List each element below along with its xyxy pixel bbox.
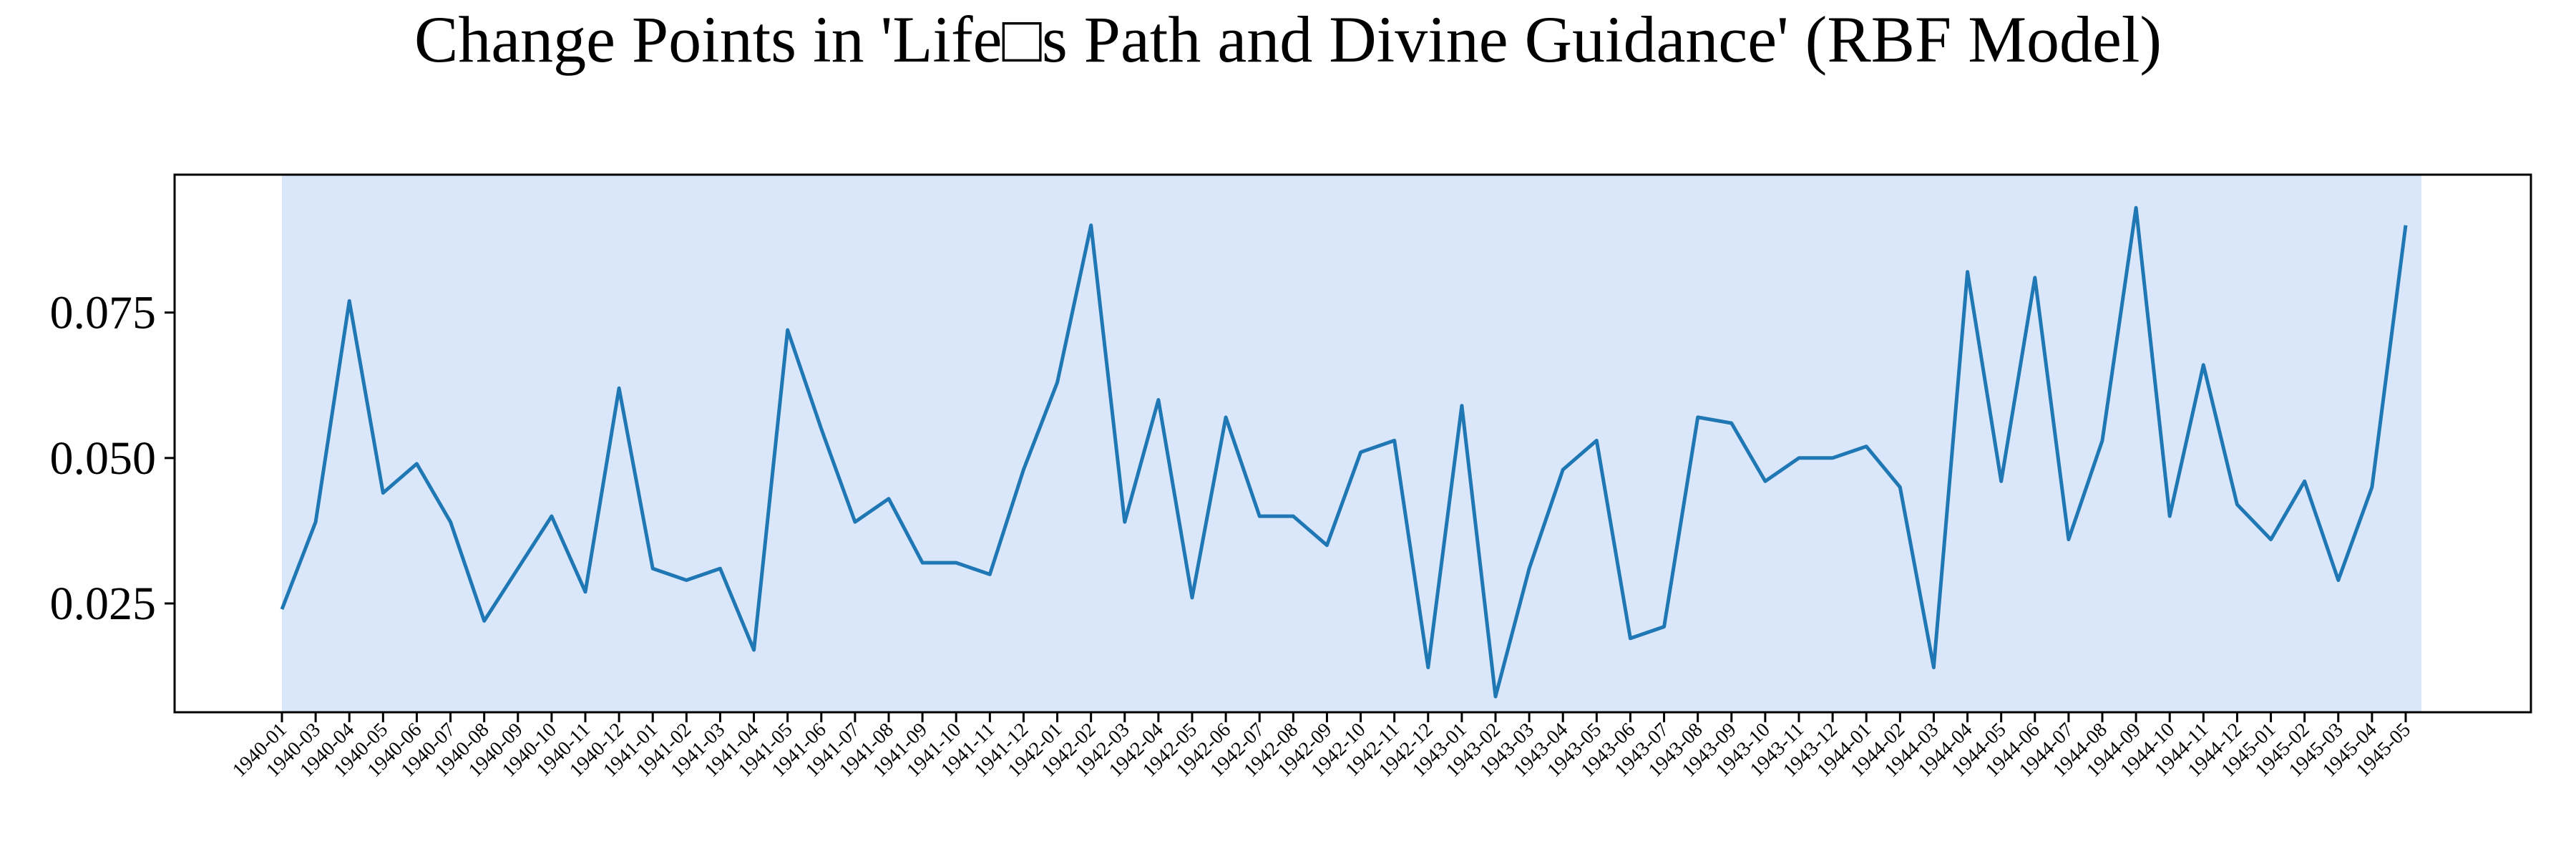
y-tick-label: 0.075 [50, 287, 157, 339]
x-axis: 1940-011940-031940-041940-051940-061940-… [228, 712, 2415, 782]
y-axis: 0.025 0.050 0.075 [50, 287, 175, 630]
series-line [280, 205, 2408, 699]
y-tick-label: 0.050 [50, 432, 157, 485]
series-group [280, 205, 2408, 699]
y-tick-label: 0.025 [50, 578, 157, 630]
plot-frame [173, 173, 2532, 714]
chart-title: Change Points in 'Life□s Path and Divine… [414, 3, 2162, 76]
change-point-span [282, 175, 2421, 712]
